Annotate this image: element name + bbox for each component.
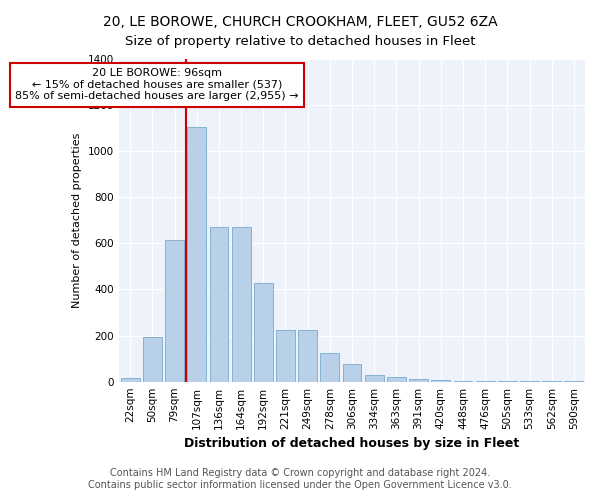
Bar: [476, 381, 494, 382]
X-axis label: Distribution of detached houses by size in Fleet: Distribution of detached houses by size …: [184, 437, 520, 450]
Bar: [165, 240, 184, 382]
Text: Contains HM Land Registry data © Crown copyright and database right 2024.
Contai: Contains HM Land Registry data © Crown c…: [88, 468, 512, 490]
Text: 20, LE BOROWE, CHURCH CROOKHAM, FLEET, GU52 6ZA: 20, LE BOROWE, CHURCH CROOKHAM, FLEET, G…: [103, 15, 497, 29]
Bar: [431, 380, 450, 382]
Bar: [409, 380, 428, 382]
Bar: [187, 127, 206, 382]
Bar: [232, 228, 251, 382]
Bar: [343, 364, 361, 382]
Bar: [387, 377, 406, 382]
Bar: [254, 282, 273, 382]
Bar: [320, 353, 339, 382]
Bar: [121, 378, 140, 382]
Y-axis label: Number of detached properties: Number of detached properties: [73, 132, 82, 308]
Bar: [143, 336, 162, 382]
Bar: [209, 228, 229, 382]
Bar: [365, 375, 383, 382]
Bar: [454, 381, 472, 382]
Bar: [298, 330, 317, 382]
Text: 20 LE BOROWE: 96sqm
← 15% of detached houses are smaller (537)
85% of semi-detac: 20 LE BOROWE: 96sqm ← 15% of detached ho…: [15, 68, 299, 102]
Bar: [276, 330, 295, 382]
Text: Size of property relative to detached houses in Fleet: Size of property relative to detached ho…: [125, 35, 475, 48]
